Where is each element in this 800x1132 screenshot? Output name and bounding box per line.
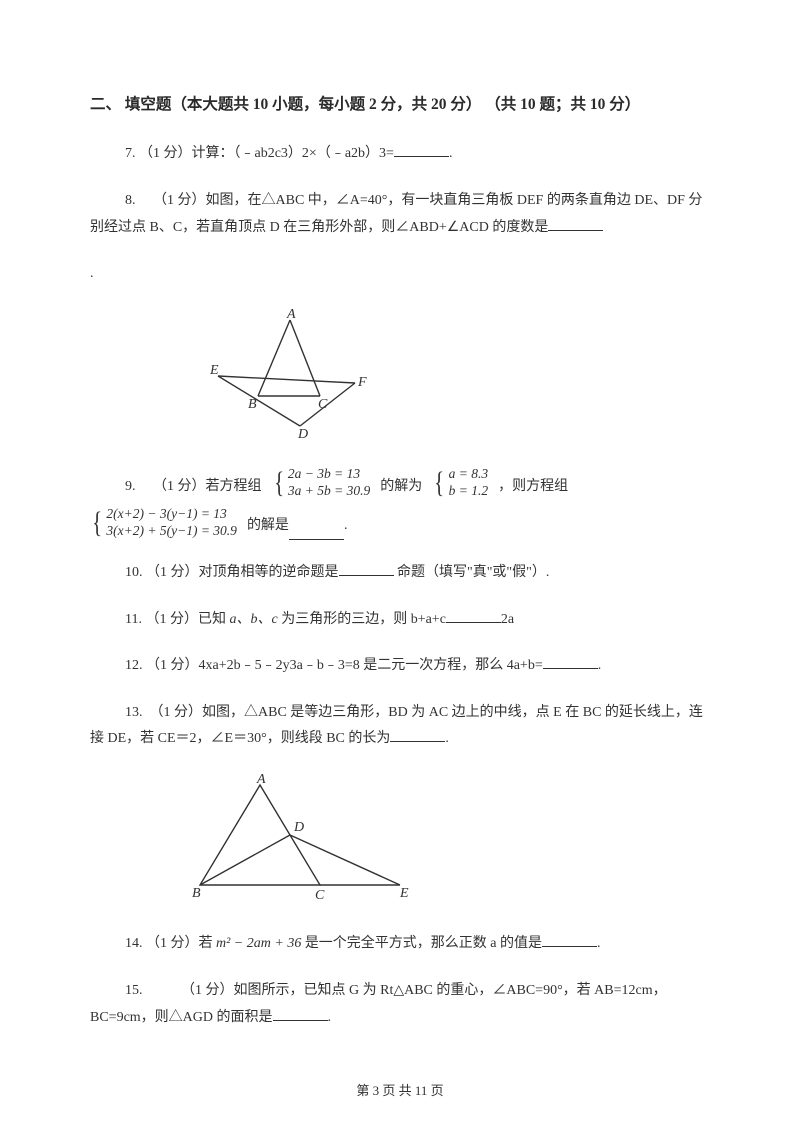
q9-sys1-top: 2a − 3b = 13 [288, 466, 370, 483]
q12-text-b: . [598, 658, 602, 673]
q10-num: 10. [125, 565, 146, 580]
q7-num: 7. [125, 146, 139, 161]
q12-pts: （1 分） [146, 658, 199, 673]
figure-q13-svg: A B C D E [190, 773, 420, 903]
q10-pts: （1 分） [146, 565, 199, 580]
q9-sys2-bot: 3(x+2) + 5(y−1) = 30.9 [106, 523, 237, 540]
q14-text-b: 是一个完全平方式，那么正数 a 的值是 [301, 936, 542, 951]
fig8-label-C: C [318, 397, 328, 412]
q11-num: 11. [125, 612, 145, 627]
q14-text-a: 若 [199, 936, 217, 951]
question-8: 8. （1 分）如图，在△ABC 中，∠A=40°，有一块直角三角板 DEF 的… [90, 188, 710, 241]
question-7: 7. （1 分）计算：（﹣ab2c3）2×（﹣a2b）3=. [90, 141, 710, 168]
fig13-label-C: C [315, 888, 325, 903]
fig13-label-A: A [256, 773, 266, 787]
q11-text-b: 为三角形的三边，则 b+a+c [278, 612, 446, 627]
q15-text-a: 如图所示，已知点 G 为 Rt△ABC 的重心，∠ABC=90°，若 AB=12… [90, 983, 667, 1025]
fig8-label-B: B [248, 397, 257, 412]
q11-blank [446, 607, 501, 622]
fig13-label-D: D [293, 820, 304, 835]
figure-q13: A B C D E [190, 773, 710, 914]
q9-sol-bot: b = 1.2 [449, 483, 489, 500]
q9-pts: （1 分） [153, 479, 206, 494]
q13-num: 13. [125, 705, 146, 720]
figure-q8: A B C D E F [210, 308, 710, 449]
q13-pts: （1 分） [150, 705, 203, 720]
q15-num: 15. [125, 983, 146, 998]
q7-pts: （1 分） [139, 146, 192, 161]
q7-text-b: . [449, 146, 453, 161]
q9-system-2: { 2(x+2) − 3(y−1) = 13 3(x+2) + 5(y−1) =… [90, 506, 237, 540]
q11-text-a: 已知 [198, 612, 230, 627]
q12-text-a: 4xa+2b﹣5﹣2y3a﹣b﹣3=8 是二元一次方程，那么 4a+b= [199, 658, 543, 673]
fig13-label-B: B [192, 886, 201, 901]
q14-blank [542, 932, 597, 947]
q9-sys2-top: 2(x+2) − 3(y−1) = 13 [106, 506, 237, 523]
q9-sol-top: a = 8.3 [449, 466, 489, 483]
q11-text-c: 2a [501, 612, 514, 627]
q13-blank [390, 727, 445, 742]
fig8-label-A: A [286, 308, 296, 322]
q9-sys1-bot: 3a + 5b = 30.9 [288, 483, 370, 500]
q12-num: 12. [125, 658, 146, 673]
q14-expr: m² − 2am + 36 [216, 936, 301, 951]
q15-pts: （1 分） [181, 983, 234, 998]
q10-text-b: 命题（填写"真"或"假"）. [394, 565, 550, 580]
page-footer: 第 3 页 共 11 页 [0, 1079, 800, 1104]
q9-text-b: 的解为 [380, 474, 422, 501]
q9-text-e: . [344, 513, 348, 540]
q15-text-b: . [328, 1010, 332, 1025]
question-15: 15. （1 分）如图所示，已知点 G 为 Rt△ABC 的重心，∠ABC=90… [90, 978, 710, 1031]
q14-pts: （1 分） [146, 936, 199, 951]
q8-num: 8. [125, 193, 139, 208]
q12-blank [543, 654, 598, 669]
q15-blank [273, 1005, 328, 1020]
question-9-cont: { 2(x+2) − 3(y−1) = 13 3(x+2) + 5(y−1) =… [90, 506, 710, 540]
question-10: 10. （1 分）对顶角相等的逆命题是 命题（填写"真"或"假"）. [90, 560, 710, 587]
question-12: 12. （1 分）4xa+2b﹣5﹣2y3a﹣b﹣3=8 是二元一次方程，那么 … [90, 653, 710, 680]
q8-pts: （1 分） [153, 193, 206, 208]
fig8-label-D: D [297, 427, 308, 438]
q9-solution: { a = 8.3 b = 1.2 [432, 466, 488, 500]
page: 二、 填空题（本大题共 10 小题，每小题 2 分，共 20 分） （共 10 … [0, 0, 800, 1132]
question-11: 11. （1 分）已知 a、b、c 为三角形的三边，则 b+a+c 2a [90, 607, 710, 634]
q7-text-a: 计算：（﹣ab2c3）2×（﹣a2b）3= [192, 146, 394, 161]
question-8-cont: . [90, 261, 710, 288]
section-header: 二、 填空题（本大题共 10 小题，每小题 2 分，共 20 分） （共 10 … [90, 90, 710, 119]
q10-blank [339, 561, 394, 576]
q9-text-c: ，则方程组 [498, 474, 568, 501]
q14-text-c: . [597, 936, 601, 951]
q14-num: 14. [125, 936, 146, 951]
q9-system-1: { 2a − 3b = 13 3a + 5b = 30.9 [272, 466, 371, 500]
fig8-label-F: F [357, 375, 367, 390]
fig13-label-E: E [399, 886, 409, 901]
question-9: 9. （1 分）若方程组 { 2a − 3b = 13 3a + 5b = 30… [90, 466, 710, 500]
q8-text-b: . [90, 266, 94, 281]
fig8-label-E: E [210, 363, 219, 378]
q9-blank [289, 525, 344, 540]
q9-text-a: 若方程组 [206, 479, 262, 494]
q11-vars: a、b、c [229, 612, 277, 627]
figure-q8-svg: A B C D E F [210, 308, 380, 438]
q10-text-a: 对顶角相等的逆命题是 [199, 565, 339, 580]
question-14: 14. （1 分）若 m² − 2am + 36 是一个完全平方式，那么正数 a… [90, 931, 710, 958]
q8-blank [548, 215, 603, 230]
q9-num: 9. [125, 479, 139, 494]
q7-blank [394, 142, 449, 157]
q13-text-b: . [445, 731, 449, 746]
q9-text-d: 的解是 [247, 513, 289, 540]
question-13: 13. （1 分）如图，△ABC 是等边三角形，BD 为 AC 边上的中线，点 … [90, 700, 710, 753]
q11-pts: （1 分） [145, 612, 198, 627]
